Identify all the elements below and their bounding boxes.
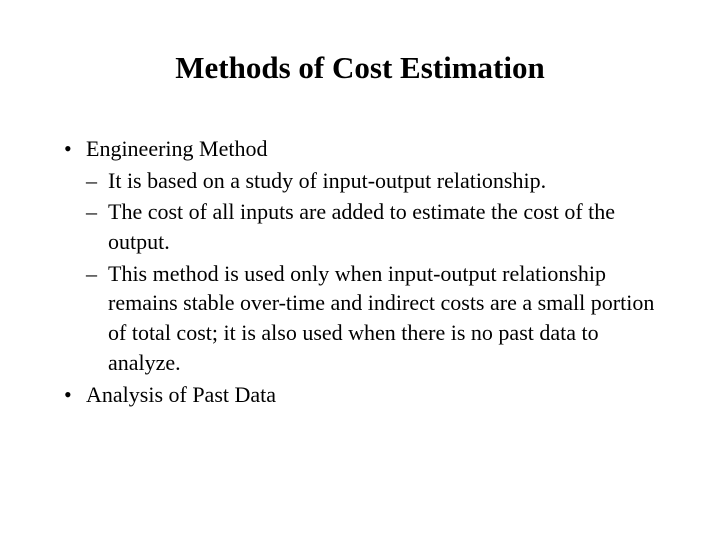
dash-marker-icon: – bbox=[86, 166, 108, 196]
bullet-marker-icon: • bbox=[60, 380, 86, 410]
sub-bullet-list: – It is based on a study of input-output… bbox=[86, 166, 660, 378]
main-bullet-list: • Engineering Method – It is based on a … bbox=[60, 134, 660, 409]
bullet-item: • Engineering Method bbox=[60, 134, 660, 164]
sub-bullet-item: – It is based on a study of input-output… bbox=[86, 166, 660, 196]
dash-marker-icon: – bbox=[86, 197, 108, 256]
slide-title: Methods of Cost Estimation bbox=[60, 50, 660, 86]
bullet-text: Analysis of Past Data bbox=[86, 380, 660, 410]
sub-bullet-text: This method is used only when input-outp… bbox=[108, 259, 660, 378]
sub-bullet-item: – The cost of all inputs are added to es… bbox=[86, 197, 660, 256]
bullet-marker-icon: • bbox=[60, 134, 86, 164]
sub-bullet-text: The cost of all inputs are added to esti… bbox=[108, 197, 660, 256]
bullet-item: • Analysis of Past Data bbox=[60, 380, 660, 410]
dash-marker-icon: – bbox=[86, 259, 108, 378]
sub-bullet-item: – This method is used only when input-ou… bbox=[86, 259, 660, 378]
bullet-text: Engineering Method bbox=[86, 134, 660, 164]
sub-bullet-text: It is based on a study of input-output r… bbox=[108, 166, 660, 196]
